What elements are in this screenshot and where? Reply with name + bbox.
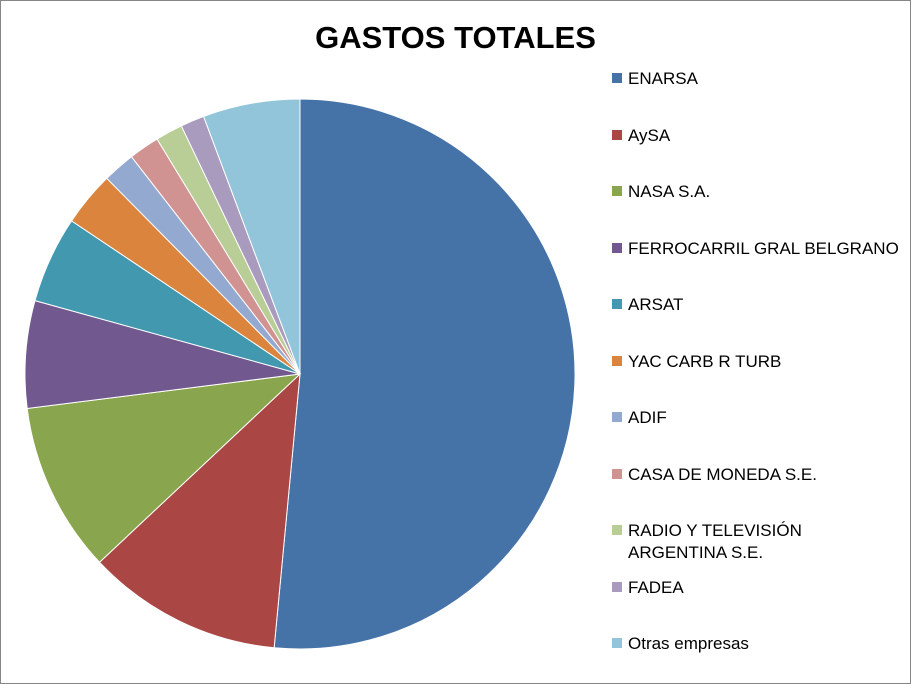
pie-slice-11 bbox=[202, 98, 301, 375]
legend-swatch bbox=[612, 186, 622, 196]
legend-label: ENARSA bbox=[628, 69, 698, 88]
legend-swatch bbox=[612, 73, 622, 83]
pie-slice-1 bbox=[273, 98, 576, 650]
legend-label: AySA bbox=[628, 125, 671, 145]
legend-swatch bbox=[612, 412, 622, 422]
legend-swatch bbox=[612, 299, 622, 309]
legend-item: CASA DE MONEDA S.E. bbox=[612, 464, 903, 486]
legend-item: FADEA bbox=[612, 577, 903, 599]
legend-swatch bbox=[612, 581, 622, 592]
legend-item: ARSAT bbox=[612, 294, 903, 316]
legend-label: Otras empresas bbox=[628, 634, 749, 653]
legend-item: Otras empresas bbox=[612, 633, 903, 655]
chart-title: GASTOS TOTALES bbox=[315, 20, 596, 55]
legend-item: ADIF bbox=[612, 407, 903, 429]
pie-slice-2 bbox=[98, 372, 301, 649]
legend-swatch bbox=[612, 242, 622, 253]
legend-item: ENARSA bbox=[612, 68, 903, 90]
legend-item: RADIO Y TELEVISIÓN ARGENTINA S.E. bbox=[612, 520, 903, 564]
legend-label: ADIF bbox=[628, 408, 667, 427]
legend-item: NASA S.A. bbox=[612, 181, 903, 203]
legend-swatch bbox=[612, 468, 622, 479]
legend-item: AySA bbox=[612, 125, 903, 147]
legend-swatch bbox=[612, 525, 622, 535]
legend-label: RADIO Y TELEVISIÓN ARGENTINA S.E. bbox=[628, 521, 802, 562]
legend-label: CASA DE MONEDA S.E. bbox=[628, 464, 817, 484]
legend-label: FADEA bbox=[628, 577, 684, 597]
legend-swatch bbox=[612, 638, 622, 648]
legend-swatch bbox=[612, 355, 622, 366]
pie-slice-3 bbox=[26, 373, 302, 563]
legend-label: NASA S.A. bbox=[628, 182, 711, 201]
legend-label: ARSAT bbox=[628, 295, 684, 314]
legend-item: FERROCARRIL GRAL BELGRANO bbox=[612, 238, 903, 260]
legend-label: FERROCARRIL GRAL BELGRANO bbox=[628, 238, 899, 258]
legend-swatch bbox=[612, 129, 622, 140]
legend-label: YAC CARB R TURB bbox=[628, 351, 782, 371]
legend-item: YAC CARB R TURB bbox=[612, 351, 903, 373]
